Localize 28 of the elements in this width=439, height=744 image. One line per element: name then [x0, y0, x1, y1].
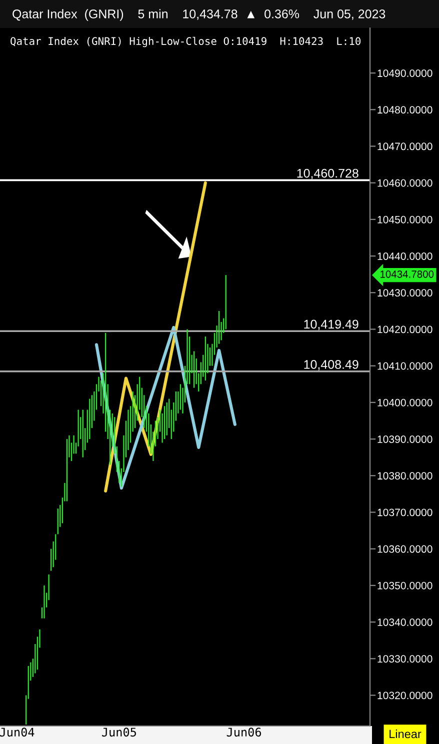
- x-tick-label: Jun04: [0, 728, 34, 737]
- y-tick-label: 10350.0000: [378, 582, 432, 590]
- y-tick-label: 10360.0000: [378, 545, 432, 553]
- y-tick-label: 10420.0000: [378, 326, 432, 334]
- y-tick-label: 10480.0000: [378, 106, 432, 114]
- y-tick-label: 10340.0000: [378, 618, 432, 626]
- x-tick-label: Jun06: [226, 728, 262, 737]
- x-tick-label: Jun05: [102, 728, 136, 737]
- ref-line-label: 10,408.49: [304, 360, 358, 370]
- y-tick-label: 10400.0000: [378, 398, 432, 406]
- y-tick-label: 10470.0000: [378, 142, 432, 150]
- y-tick-label: 10490.0000: [378, 69, 432, 77]
- y-tick-label: 10370.0000: [378, 508, 432, 516]
- y-tick-label: 10320.0000: [378, 692, 432, 700]
- y-tick-label: 10460.0000: [378, 179, 432, 187]
- ref-line-label: 10,460.728: [297, 168, 358, 180]
- y-tick-label: 10440.0000: [378, 252, 432, 260]
- ref-line-label: 10,419.49: [304, 320, 358, 330]
- y-tick-label: 10410.0000: [378, 362, 432, 370]
- y-tick-label: 10430.0000: [378, 289, 432, 297]
- y-tick-label: 10330.0000: [378, 655, 432, 663]
- y-tick-label: 10390.0000: [378, 435, 432, 443]
- chart-title: Qatar Index (GNRI) 5 min 10,434.78 ▲ 0.36% Jun 05, 2023: [12, 9, 386, 21]
- text: 10434.7800: [380, 270, 434, 278]
- text: Qatar Index (GNRI) High-Low-Close O:10419 H:10423 L:10: [10, 36, 361, 48]
- text: Linear: [390, 730, 422, 738]
- y-tick-label: 10380.0000: [378, 472, 432, 480]
- y-tick-label: 10450.0000: [378, 216, 432, 224]
